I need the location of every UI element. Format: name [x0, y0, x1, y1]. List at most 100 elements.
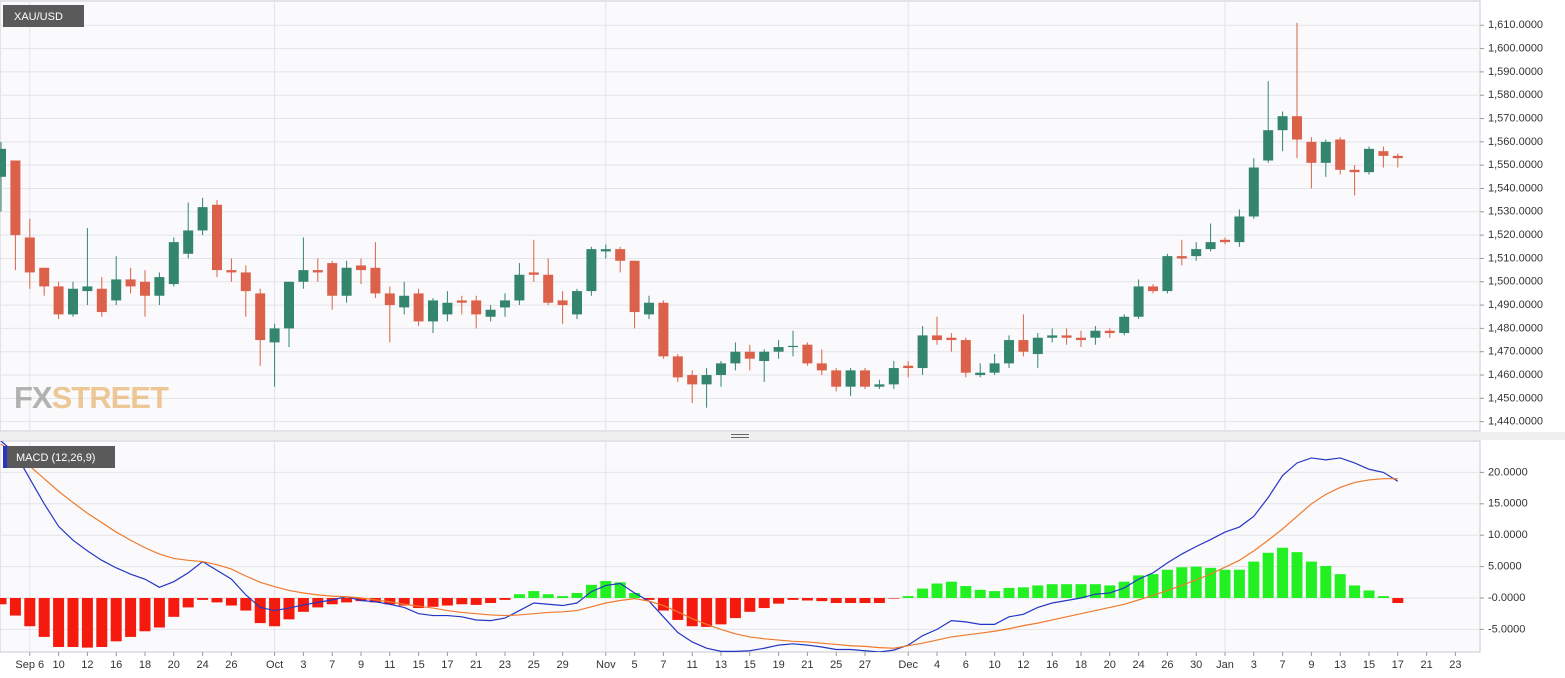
candle-body — [1191, 249, 1202, 257]
x-tick-label: 23 — [499, 659, 511, 671]
histogram-bar — [1003, 587, 1015, 598]
candle-body — [644, 302, 654, 315]
candle-body — [932, 335, 942, 341]
candle-body — [1349, 169, 1360, 173]
candle-body — [802, 344, 813, 364]
x-tick-label: 29 — [556, 659, 568, 671]
candle-body — [615, 249, 626, 261]
histogram-bar — [773, 597, 785, 604]
candle-body — [1061, 335, 1072, 338]
histogram-bar — [960, 586, 972, 598]
histogram-bar — [211, 597, 223, 603]
x-tick-label: 13 — [715, 659, 727, 671]
candle-body — [716, 363, 726, 376]
histogram-bar — [1392, 597, 1404, 604]
histogram-bar — [571, 592, 583, 598]
candle-body — [111, 279, 122, 301]
candle-body — [744, 351, 755, 359]
candle-body — [1292, 116, 1302, 140]
histogram-bar — [1291, 552, 1303, 598]
histogram-bar — [1089, 584, 1101, 598]
candle-body — [428, 300, 438, 322]
x-tick-label: 30 — [1190, 659, 1202, 671]
x-tick-label: 18 — [139, 659, 151, 671]
histogram-bar — [1118, 581, 1130, 598]
axes: 1,440.0000 1,450.0000 1,460.0000 1,470.0000… — [15, 19, 1543, 671]
histogram-bar — [1349, 585, 1361, 598]
x-tick-label: 18 — [1075, 659, 1087, 671]
candle-body — [125, 279, 136, 287]
candle-body — [471, 300, 482, 315]
histogram-bar — [1377, 596, 1389, 598]
candle-body — [183, 230, 194, 254]
x-tick-label: 10 — [52, 659, 64, 671]
x-tick-label: 12 — [1017, 659, 1029, 671]
y-tick-label: 1,440.0000 — [1488, 416, 1543, 428]
y-tick-label: 20.0000 — [1488, 466, 1528, 478]
watermark-fx: FX — [14, 380, 53, 415]
candle-body — [0, 148, 6, 177]
x-tick-label: 20 — [1104, 659, 1116, 671]
histogram-bar — [845, 597, 857, 604]
x-tick-label: 5 — [632, 659, 638, 671]
candle-body — [154, 277, 165, 296]
candle-body — [197, 207, 208, 231]
histogram-bar — [686, 597, 698, 627]
histogram-bar — [1334, 574, 1346, 598]
watermark-street: STREET — [52, 380, 169, 415]
candle-body — [845, 370, 856, 387]
histogram-bar — [341, 597, 353, 603]
candle-body — [1133, 286, 1144, 317]
candle-body — [903, 365, 914, 369]
histogram-bar — [182, 597, 194, 608]
candle-body — [284, 281, 294, 329]
x-tick-label: 3 — [1251, 659, 1257, 671]
candle-body — [384, 293, 395, 306]
histogram-bar — [701, 597, 713, 627]
price-plot — [0, 1, 1480, 431]
panel-separator[interactable] — [0, 432, 1565, 440]
histogram-bar — [53, 597, 65, 647]
candle-body — [1220, 239, 1230, 243]
histogram-bar — [427, 597, 439, 607]
histogram-bar — [456, 597, 468, 605]
candle-body — [240, 272, 251, 292]
candle-body — [773, 347, 784, 352]
histogram-bar — [1262, 552, 1274, 598]
histogram-bar — [1046, 584, 1058, 598]
histogram-bar — [240, 597, 252, 611]
y-tick-label: 1,500.0000 — [1488, 276, 1543, 288]
histogram-bar — [1190, 566, 1202, 598]
candle-body — [341, 267, 352, 296]
histogram-bar — [1233, 569, 1245, 598]
candle-body — [1335, 139, 1346, 170]
candle-body — [82, 286, 93, 292]
candle-body — [168, 242, 179, 285]
candle-body — [1176, 256, 1187, 259]
histogram-bar — [1017, 587, 1029, 598]
histogram-bar — [441, 597, 453, 606]
histogram-bar — [1219, 569, 1231, 598]
histogram-bar — [557, 596, 569, 598]
x-tick-label: 7 — [329, 659, 335, 671]
histogram-bar — [643, 597, 655, 600]
macd-line — [0, 443, 1398, 649]
y-tick-label: 1,490.0000 — [1488, 299, 1543, 311]
histogram-bar — [989, 591, 1001, 598]
histogram-bar — [96, 597, 108, 647]
histogram-bar — [528, 591, 540, 598]
histogram-bar — [1176, 567, 1188, 598]
histogram-bar — [9, 597, 21, 616]
candle-body — [1104, 330, 1115, 334]
histogram-bar — [902, 596, 914, 598]
macd-plot — [0, 441, 1480, 652]
histogram-bar — [1032, 585, 1044, 598]
candle-body — [456, 300, 467, 303]
x-tick-label: 17 — [1392, 659, 1404, 671]
candle-body — [759, 351, 770, 362]
candle-body — [500, 300, 510, 308]
histogram-bar — [1161, 569, 1173, 598]
histogram-bar — [355, 597, 367, 602]
candle-body — [24, 237, 35, 273]
x-tick-label: 16 — [110, 659, 122, 671]
